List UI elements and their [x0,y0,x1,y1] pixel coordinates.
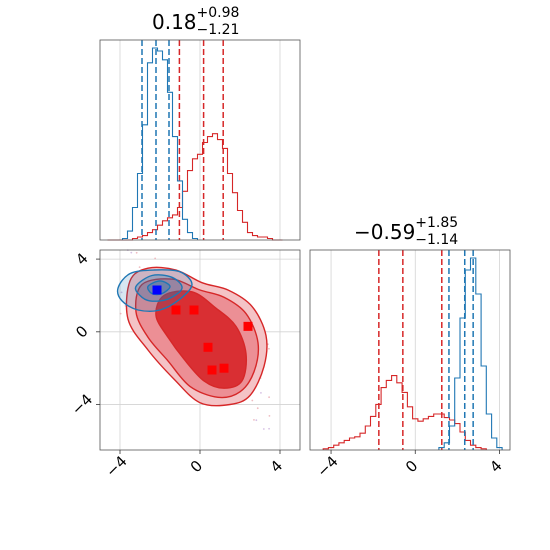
marker-square [189,305,199,315]
sample-dot [255,419,258,422]
sample-dot [251,399,254,402]
tick-label: 0 [402,457,421,476]
tick-label: 4 [267,457,286,476]
marginal-1-median: 0.18 [152,10,197,34]
histogram-series-0 [322,375,487,450]
histogram-series-0 [107,133,283,241]
marginal-2-plus: +1.85 [415,215,459,231]
sample-dot [268,347,270,350]
marginal-1-minus: −1.21 [196,22,240,38]
sample-dot [135,251,138,254]
sample-dot [154,257,157,260]
marker-square [171,305,181,315]
sample-dot [268,414,271,417]
marker-square [152,285,162,295]
marker-square [243,321,253,331]
sample-dot [130,251,133,254]
sample-dot [268,396,270,399]
tick-label: 4 [72,249,91,268]
tick-label: −4 [102,452,130,480]
marker-square [207,365,217,375]
marginal-2-minus: −1.14 [415,232,459,248]
tick-label: 0 [72,322,91,341]
histogram-series-1 [121,47,199,240]
sample-dot [262,428,265,430]
marginal-2-title: −0.59 +1.85 −1.14 [354,216,458,247]
sample-dot [260,391,262,394]
tick-label: −4 [68,390,96,418]
sample-dot [119,312,122,315]
marginal-panel-2: −4 0 4 [309,249,511,481]
marginal-1-plus: +0.98 [196,5,240,21]
sample-dot [268,427,270,430]
sample-dot [256,407,259,410]
panel-frame [99,39,301,241]
marker-square [203,342,213,352]
marginal-panel-1 [99,39,301,241]
marginal-2-median: −0.59 [354,220,416,244]
marginal-1-title: 0.18 +0.98 −1.21 [152,6,239,37]
tick-label: −4 [313,452,341,480]
sample-dot [138,266,141,269]
tick-label: 4 [486,457,505,476]
tick-label: 0 [187,457,206,476]
panel-frame [309,249,511,451]
sample-dot [253,418,255,421]
marker-square [219,363,229,373]
sample-dot [120,291,123,294]
joint-panel: −4 0 4 4 0 −4 [68,249,301,481]
